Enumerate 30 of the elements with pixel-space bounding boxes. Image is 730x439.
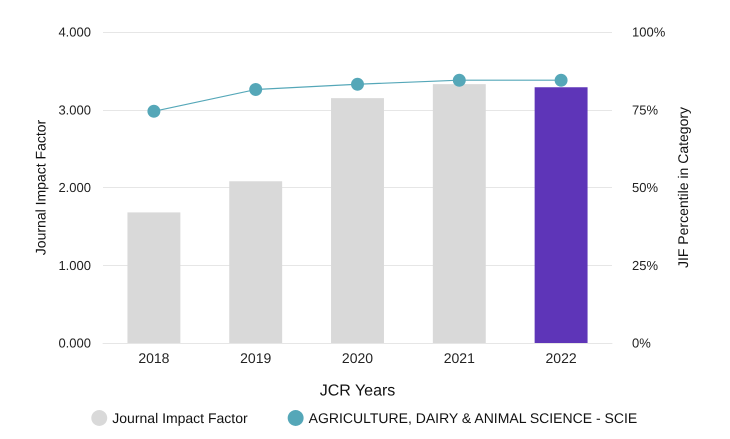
point [147,104,160,118]
point [351,78,364,91]
y2-tick-label: 0% [632,336,652,350]
legend-label: AGRICULTURE, DAIRY & ANIMAL SCIENCE - SCIE [308,410,638,426]
y-tick-label: 4.000 [58,24,91,40]
x-tick-label: 2020 [342,350,374,366]
y-tick-label: 2.000 [58,180,91,195]
x-tick-label: 2018 [138,350,170,366]
legend-label: Journal Impact Factor [112,410,248,426]
y2-tick-label: 25% [632,258,658,273]
x-tick-label: 2019 [240,350,272,366]
x-tick-label: 2022 [546,350,577,366]
bar [229,181,282,343]
point [249,83,262,96]
point [554,74,568,87]
bar [127,212,180,343]
y2-tick-label: 100% [632,24,666,40]
point [452,74,466,87]
y2-axis-title: JIF Percentile in Category [675,106,692,268]
x-tick-label: 2021 [444,350,476,366]
y2-tick-label: 50% [632,180,658,195]
x-axis-title: JCR Years [320,382,396,400]
y-tick-label: 1.000 [58,258,91,273]
y2-tick-label: 75% [632,102,658,118]
bar [432,84,486,343]
y-tick-label: 3.000 [58,102,91,118]
y-tick-label: 0.000 [58,336,91,350]
bar [331,98,384,343]
y-axis-title: Journal Impact Factor [32,119,49,256]
bar [534,87,588,343]
